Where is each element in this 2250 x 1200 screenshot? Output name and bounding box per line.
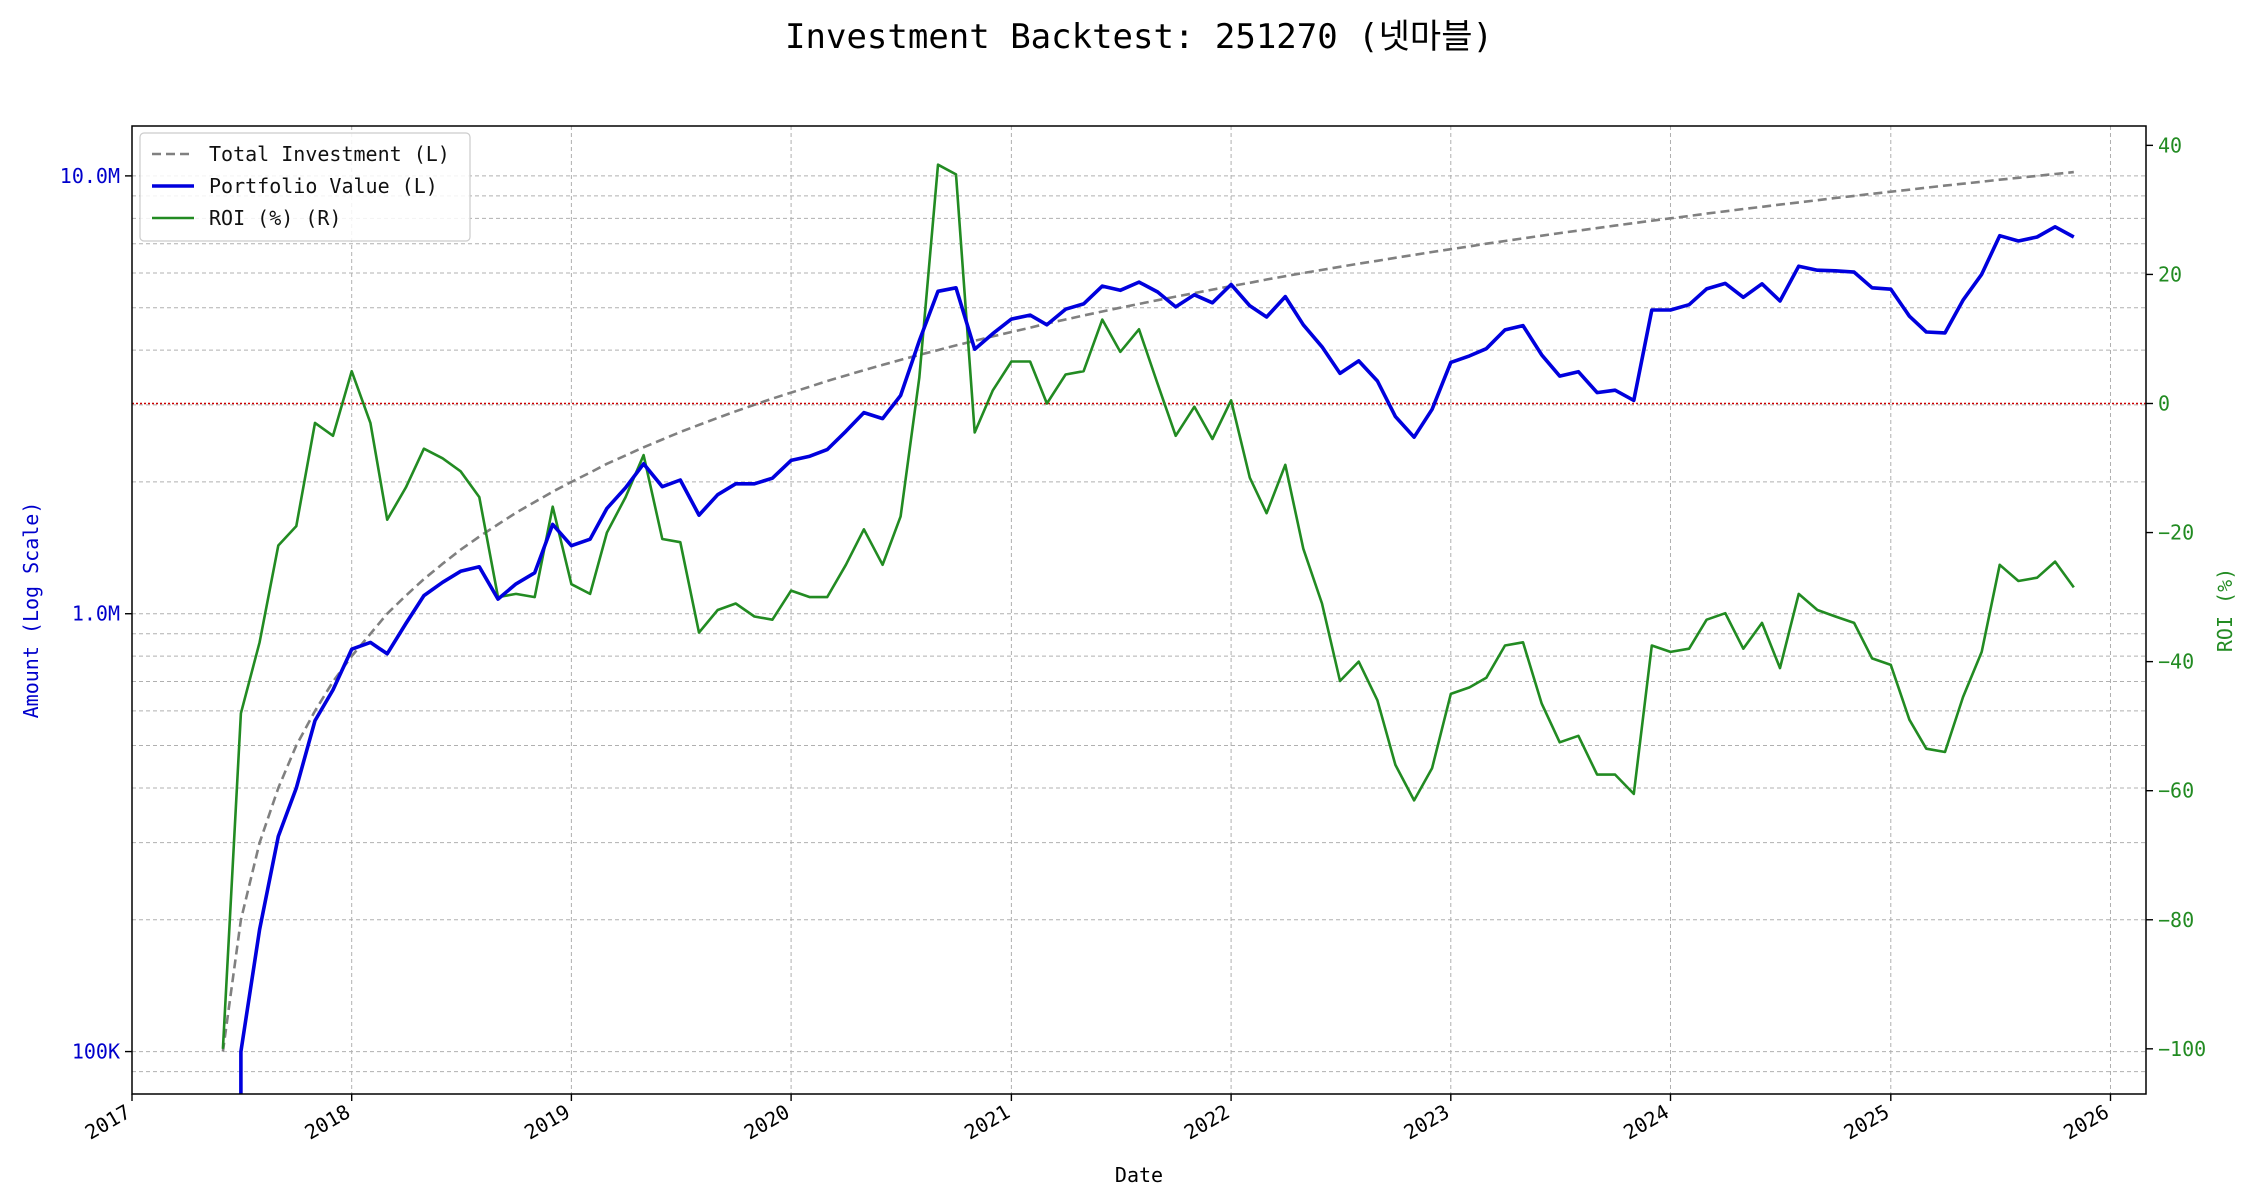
right-tick-label: −80 [2158,908,2194,932]
plot-frame [131,125,2147,1095]
right-tick-label: 40 [2158,133,2182,157]
right-axis-label: ROI (%) [2213,568,2237,652]
x-tick-label: 2020 [740,1100,794,1145]
legend-label-portfolio-value: Portfolio Value (L) [209,174,438,198]
legend-box [139,132,471,242]
x-axis-label: Date [1115,1163,1163,1187]
roi-line [221,163,2075,1049]
right-tick-label: −40 [2158,650,2194,674]
x-tick-label: 2024 [1619,1100,1673,1145]
x-tick-label: 2018 [300,1100,354,1145]
chart-title: Investment Backtest: 251270 (넷마블) [785,17,1493,57]
right-tick-label: 20 [2158,262,2182,286]
right-tick-label: −60 [2158,779,2194,803]
left-axis-ticks: 100K 1.0M 10.0M [60,164,132,1064]
left-axis-label: Amount (Log Scale) [19,502,43,719]
x-tick-label: 2025 [1840,1100,1894,1145]
right-tick-label: 0 [2158,391,2170,415]
portfolio-value-line [239,225,2075,1094]
left-tick-label: 10.0M [60,164,120,188]
legend-label-roi: ROI (%) (R) [209,206,341,230]
x-axis-ticks: 2017 2018 2019 2020 2021 2022 2023 2024 2025 2026 [81,1094,2113,1144]
x-tick-label: 2019 [520,1100,574,1145]
total-investment-line [221,170,2074,1052]
x-tick-label: 2026 [2059,1100,2113,1145]
legend-label-total-investment: Total Investment (L) [209,142,450,166]
left-tick-label: 1.0M [72,602,120,626]
x-tick-label: 2021 [960,1100,1014,1145]
right-axis-ticks: −100 −80 −60 −40 −20 0 20 40 [2146,133,2206,1061]
x-tick-label: 2022 [1180,1100,1234,1145]
right-tick-label: −100 [2158,1037,2206,1061]
right-tick-label: −20 [2158,521,2194,545]
left-tick-label: 100K [72,1040,120,1064]
x-tick-label: 2017 [81,1100,135,1145]
x-tick-label: 2023 [1400,1100,1454,1145]
series-lines [221,163,2075,1094]
legend: Total Investment (L) Portfolio Value (L)… [139,132,471,242]
